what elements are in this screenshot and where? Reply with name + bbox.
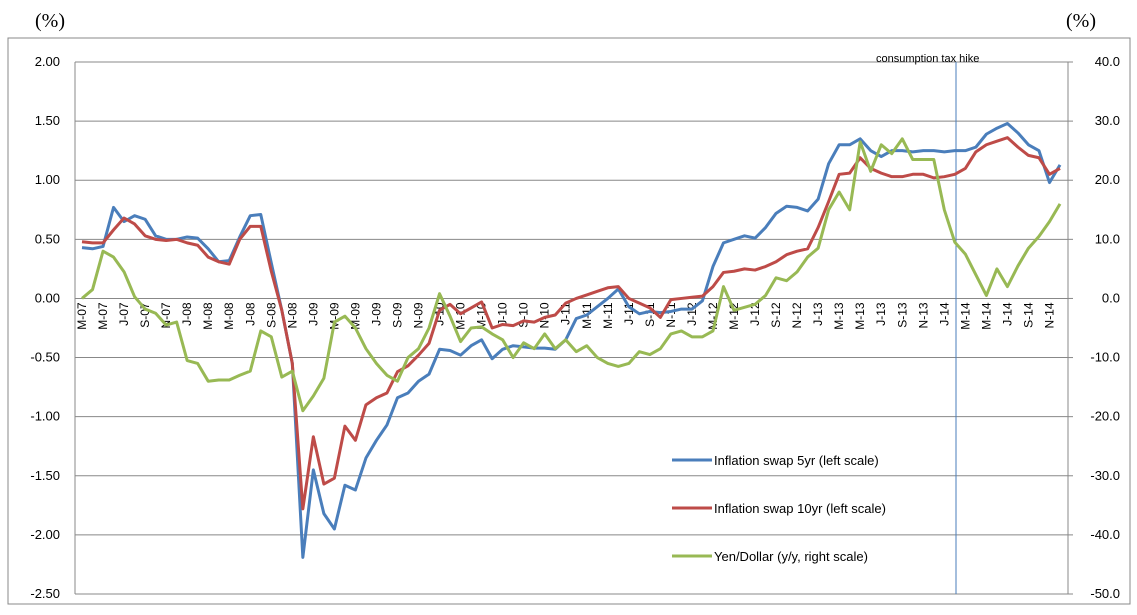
- x-tick-label: S-13: [895, 302, 909, 328]
- series-line: [81, 137, 1062, 413]
- x-tick-label: N-11: [664, 302, 678, 327]
- x-tick-label: J-14: [937, 302, 951, 326]
- series-line: [81, 136, 1061, 511]
- x-tick-label: M-14: [979, 302, 993, 330]
- y2-tick-label: -40.0: [1090, 527, 1120, 542]
- legend-label: Yen/Dollar (y/y, right scale): [714, 549, 868, 564]
- x-tick-label: N-09: [412, 302, 426, 328]
- y2-tick-label: -20.0: [1090, 409, 1120, 424]
- x-tick-label: S-11: [643, 302, 657, 327]
- x-tick-label: M-09: [327, 302, 341, 330]
- x-tick-label: M-14: [958, 302, 972, 330]
- y-unit: (%): [35, 10, 65, 32]
- x-tick-label: M-09: [348, 302, 362, 330]
- x-tick-label: S-08: [264, 302, 278, 328]
- y-tick-label: -2.50: [30, 586, 60, 601]
- y-tick-label: -1.50: [30, 468, 60, 483]
- x-tick-label: N-08: [285, 302, 299, 328]
- y2-tick-label: 10.0: [1095, 231, 1120, 246]
- chart-border: [7, 37, 1131, 605]
- y-tick-label: 0.00: [35, 290, 60, 305]
- x-tick-label: S-09: [390, 302, 404, 328]
- x-tick-label: J-13: [811, 302, 825, 326]
- y2-tick-label: 40.0: [1095, 54, 1120, 69]
- y-tick-label: -1.00: [30, 409, 60, 424]
- x-tick-label: J-07: [117, 302, 131, 326]
- y2-tick-label: 0.0: [1102, 290, 1120, 305]
- x-tick-label: J-09: [369, 302, 383, 326]
- x-tick-label: M-11: [601, 302, 615, 329]
- x-tick-label: M-08: [222, 302, 236, 330]
- x-tick-label: N-12: [790, 302, 804, 328]
- annotation: consumption tax hike: [876, 53, 979, 65]
- y2-tick-label: -30.0: [1090, 468, 1120, 483]
- x-tick-label: J-11: [559, 302, 573, 325]
- x-tick-label: J-13: [874, 302, 888, 326]
- y2-tick-label: -10.0: [1090, 350, 1120, 365]
- y2-tick-label: -50.0: [1090, 586, 1120, 601]
- y-tick-label: 1.50: [35, 113, 60, 128]
- x-tick-label: M-13: [832, 302, 846, 330]
- y-tick-label: 0.50: [35, 231, 60, 246]
- x-tick-label: J-12: [748, 302, 762, 326]
- x-tick-label: J-09: [306, 302, 320, 326]
- x-tick-label: S-07: [138, 302, 152, 328]
- x-tick-label: M-12: [727, 302, 741, 330]
- x-tick-label: S-12: [769, 302, 783, 328]
- x-tick-label: J-14: [1000, 302, 1014, 326]
- series-line: [81, 121, 1062, 559]
- y2-tick-label: 20.0: [1095, 172, 1120, 187]
- x-tick-label: N-10: [538, 302, 552, 328]
- legend-label: Inflation swap 5yr (left scale): [714, 453, 879, 468]
- x-tick-label: J-10: [496, 302, 510, 326]
- x-tick-label: M-10: [454, 302, 468, 330]
- y2-unit: (%): [1066, 10, 1096, 32]
- y-tick-label: -0.50: [30, 350, 60, 365]
- x-tick-label: M-07: [96, 302, 110, 330]
- x-tick-label: N-14: [1042, 302, 1056, 328]
- y2-tick-label: 30.0: [1095, 113, 1120, 128]
- y-tick-label: -2.00: [30, 527, 60, 542]
- x-tick-label: J-08: [243, 302, 257, 326]
- x-tick-label: J-08: [180, 302, 194, 326]
- y-tick-label: 2.00: [35, 54, 60, 69]
- x-tick-label: S-14: [1021, 302, 1035, 328]
- y-tick-label: 1.00: [35, 172, 60, 187]
- x-tick-label: N-13: [916, 302, 930, 328]
- x-tick-label: M-13: [853, 302, 867, 330]
- x-tick-label: M-08: [201, 302, 215, 330]
- legend-label: Inflation swap 10yr (left scale): [714, 501, 886, 516]
- x-tick-label: M-12: [706, 302, 720, 330]
- x-tick-label: M-07: [75, 302, 89, 330]
